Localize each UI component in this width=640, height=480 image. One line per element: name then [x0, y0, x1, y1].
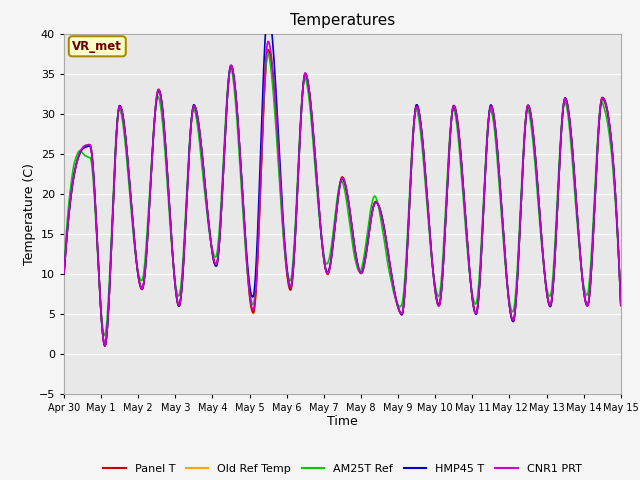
Old Ref Temp	[101, 343, 109, 348]
Old Ref Temp	[332, 219, 339, 225]
CNR1 PRT	[317, 224, 324, 229]
Y-axis label: Temperature (C): Temperature (C)	[23, 163, 36, 264]
HMP45 T	[602, 99, 609, 105]
Legend: Panel T, Old Ref Temp, AM25T Ref, HMP45 T, CNR1 PRT: Panel T, Old Ref Temp, AM25T Ref, HMP45 …	[99, 459, 586, 478]
CNR1 PRT	[601, 99, 609, 105]
Line: Panel T: Panel T	[64, 50, 621, 346]
AM25T Ref	[601, 108, 609, 113]
Line: CNR1 PRT: CNR1 PRT	[64, 41, 621, 345]
AM25T Ref	[317, 227, 324, 232]
Title: Temperatures: Temperatures	[290, 13, 395, 28]
CNR1 PRT	[499, 225, 507, 230]
Panel T	[499, 226, 507, 231]
AM25T Ref	[264, 50, 272, 56]
Panel T	[617, 302, 625, 308]
CNR1 PRT	[264, 38, 272, 44]
Old Ref Temp	[60, 271, 68, 276]
AM25T Ref	[617, 300, 625, 306]
Panel T	[602, 101, 609, 107]
AM25T Ref	[60, 265, 68, 271]
Old Ref Temp	[499, 225, 507, 230]
Panel T	[601, 100, 609, 106]
Panel T	[317, 223, 324, 229]
CNR1 PRT	[101, 342, 109, 348]
Old Ref Temp	[264, 47, 272, 53]
HMP45 T	[317, 224, 324, 230]
Old Ref Temp	[317, 224, 324, 229]
Panel T	[60, 271, 68, 277]
X-axis label: Time: Time	[327, 415, 358, 429]
Old Ref Temp	[602, 98, 609, 104]
HMP45 T	[88, 156, 96, 162]
HMP45 T	[60, 271, 68, 277]
AM25T Ref	[499, 233, 507, 239]
Panel T	[88, 158, 96, 164]
HMP45 T	[101, 343, 109, 348]
Old Ref Temp	[88, 157, 96, 163]
HMP45 T	[601, 98, 609, 104]
Old Ref Temp	[617, 303, 625, 309]
AM25T Ref	[101, 333, 109, 338]
CNR1 PRT	[617, 302, 625, 308]
Text: VR_met: VR_met	[72, 40, 122, 53]
AM25T Ref	[88, 168, 96, 173]
Panel T	[264, 47, 272, 53]
HMP45 T	[264, 7, 272, 13]
CNR1 PRT	[88, 157, 96, 163]
AM25T Ref	[602, 108, 609, 114]
Panel T	[101, 343, 109, 349]
Line: HMP45 T: HMP45 T	[64, 10, 621, 346]
AM25T Ref	[332, 211, 339, 217]
HMP45 T	[617, 302, 625, 308]
Line: Old Ref Temp: Old Ref Temp	[64, 50, 621, 346]
CNR1 PRT	[332, 220, 339, 226]
Old Ref Temp	[601, 98, 609, 104]
HMP45 T	[499, 224, 507, 230]
CNR1 PRT	[602, 100, 609, 106]
Line: AM25T Ref: AM25T Ref	[64, 53, 621, 336]
Panel T	[332, 220, 339, 226]
HMP45 T	[332, 219, 339, 225]
CNR1 PRT	[60, 270, 68, 276]
